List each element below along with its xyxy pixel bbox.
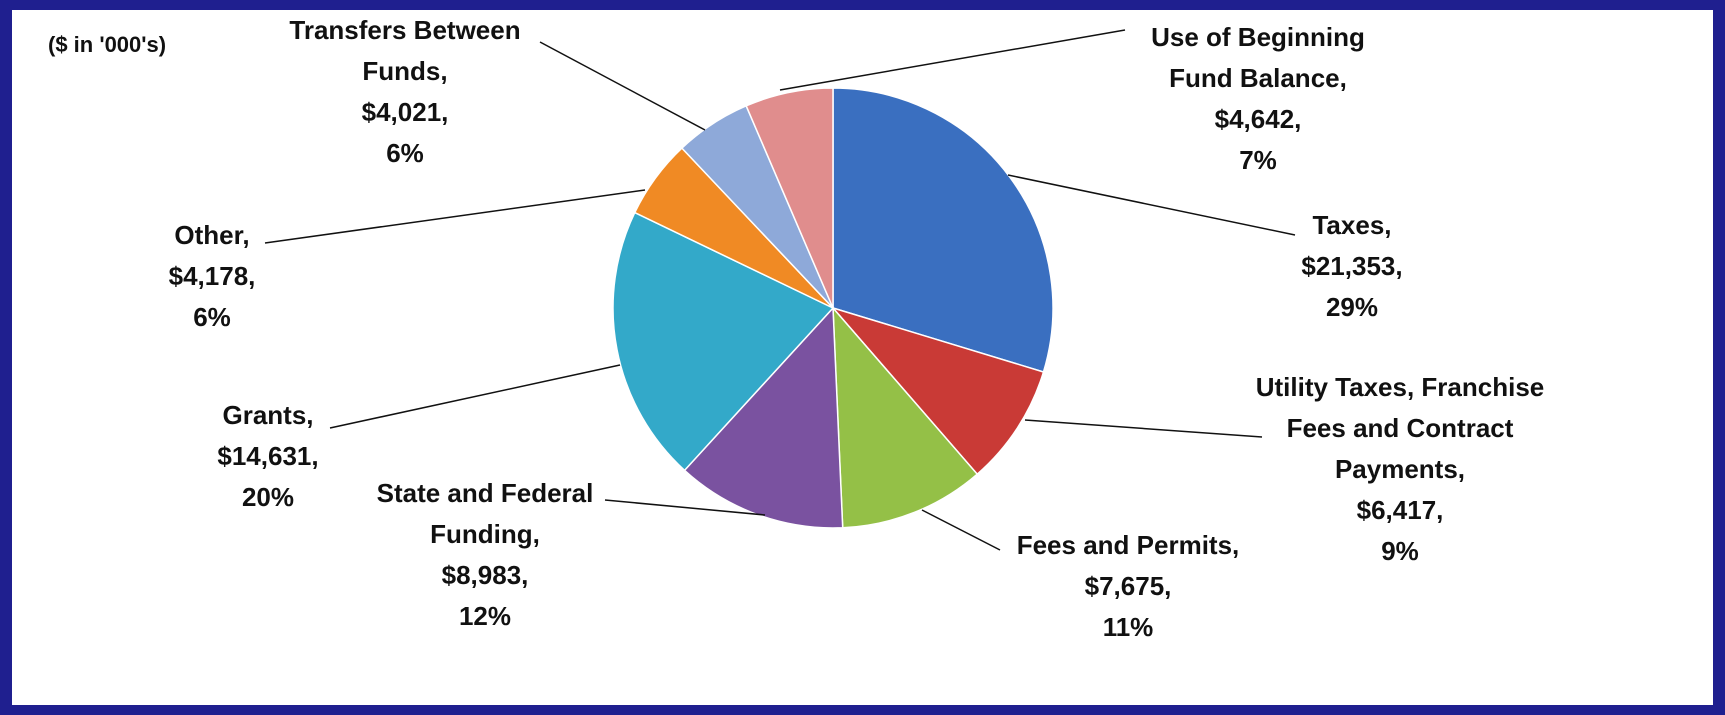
percentage-label: 6% [193, 302, 231, 332]
data-label: Utility Taxes, Franchise Fees and Contra… [1245, 367, 1555, 572]
leader-line [329, 364, 621, 429]
value-label: $8,983, [441, 560, 529, 590]
leader-line [921, 509, 1001, 551]
percentage-label: 7% [1239, 145, 1277, 175]
value-label: $21,353, [1301, 251, 1403, 281]
value-label: $4,178, [168, 261, 256, 291]
leader-line [1007, 174, 1296, 236]
category-label: Taxes, [1312, 210, 1392, 240]
data-label: State and Federal Funding, $8,983, 12% [350, 473, 620, 637]
subtitle: ($ in '000's) [48, 32, 167, 57]
value-label: $7,675, [1084, 571, 1172, 601]
data-label: Transfers Between Funds, $4,021, 6% [265, 10, 545, 174]
value-label: $14,631, [217, 441, 319, 471]
category-label: Transfers Between Funds, [289, 15, 521, 86]
data-label: Taxes, $21,353, 29% [1222, 205, 1482, 328]
leader-line [264, 189, 646, 244]
percentage-label: 20% [241, 482, 295, 512]
category-label: Other, [174, 220, 250, 250]
category-label: State and Federal Funding, [376, 478, 594, 549]
percentage-label: 29% [1325, 292, 1379, 322]
percentage-label: 6% [386, 138, 424, 168]
pie-slice [745, 87, 834, 309]
data-label: Fees and Permits, $7,675, 11% [988, 525, 1268, 648]
leader-line [1024, 419, 1263, 438]
pie-slice [830, 306, 1045, 476]
category-label: Grants, [222, 400, 314, 430]
value-label: $4,642, [1214, 104, 1302, 134]
data-label: Other, $4,178, 6% [112, 215, 312, 338]
category-label: Use of Beginning Fund Balance, [1151, 22, 1365, 93]
leader-line [604, 499, 766, 516]
data-label: Use of Beginning Fund Balance, $4,642, 7% [1128, 17, 1388, 181]
percentage-label: 9% [1381, 536, 1419, 566]
leader-line [539, 41, 706, 131]
leader-line [779, 29, 1126, 91]
percentage-label: 11% [1102, 612, 1154, 642]
category-label: Utility Taxes, Franchise Fees and Contra… [1255, 372, 1545, 484]
category-label: Fees and Permits, [1016, 530, 1240, 560]
value-label: $4,021, [361, 97, 449, 127]
percentage-label: 12% [458, 601, 512, 631]
value-label: $6,417, [1356, 495, 1444, 525]
pie-slice [612, 211, 835, 472]
pie-slice [832, 305, 979, 529]
pie-slice [832, 87, 1054, 373]
data-label: Grants, $14,631, 20% [168, 395, 368, 518]
